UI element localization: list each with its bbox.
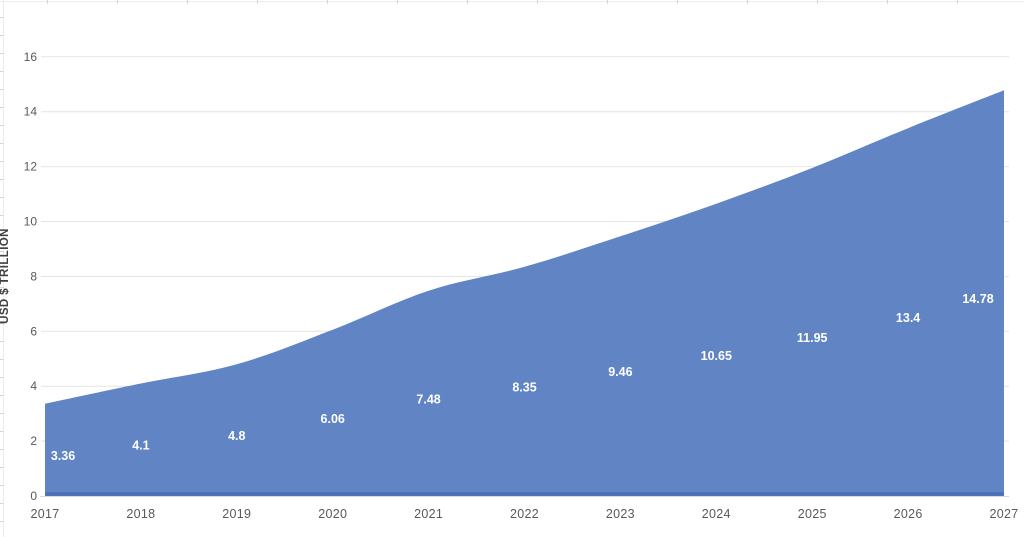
data-label: 4.8 xyxy=(228,429,245,443)
x-tick-label: 2025 xyxy=(798,507,827,521)
y-tick-label: 10 xyxy=(24,215,38,229)
x-tick-label: 2026 xyxy=(894,507,923,521)
x-tick-label: 2027 xyxy=(989,507,1018,521)
x-tick-label: 2022 xyxy=(510,507,539,521)
sheet-gridline-top-ticks xyxy=(0,0,1024,4)
data-label: 8.35 xyxy=(512,380,536,394)
x-tick-label: 2020 xyxy=(318,507,347,521)
y-tick-label: 6 xyxy=(30,324,37,338)
data-label: 10.65 xyxy=(701,349,732,363)
y-tick-label: 16 xyxy=(24,50,38,64)
area-series xyxy=(45,90,1004,497)
x-tick-label: 2023 xyxy=(606,507,635,521)
y-tick-label: 14 xyxy=(24,105,38,119)
y-tick-label: 4 xyxy=(30,379,37,393)
x-tick-label: 2018 xyxy=(126,507,155,521)
data-label: 7.48 xyxy=(416,392,440,406)
y-tick-label: 0 xyxy=(30,489,37,503)
data-label: 13.4 xyxy=(896,311,920,325)
data-label: 14.78 xyxy=(962,292,993,306)
x-tick-label: 2024 xyxy=(702,507,731,521)
sheet-gridline-left-ticks xyxy=(0,0,4,537)
data-label: 6.06 xyxy=(321,412,345,426)
data-label: 3.36 xyxy=(51,449,75,463)
x-tick-label: 2021 xyxy=(414,507,443,521)
data-label: 9.46 xyxy=(608,365,632,379)
y-tick-label: 8 xyxy=(30,269,37,283)
data-label: 11.95 xyxy=(797,331,828,345)
data-label: 4.1 xyxy=(132,439,149,453)
y-axis-title: USD $ TRILLION xyxy=(0,228,11,324)
y-tick-label: 12 xyxy=(24,160,38,174)
y-tick-label: 2 xyxy=(30,434,37,448)
x-tick-label: 2019 xyxy=(222,507,251,521)
x-tick-label: 2017 xyxy=(30,507,59,521)
